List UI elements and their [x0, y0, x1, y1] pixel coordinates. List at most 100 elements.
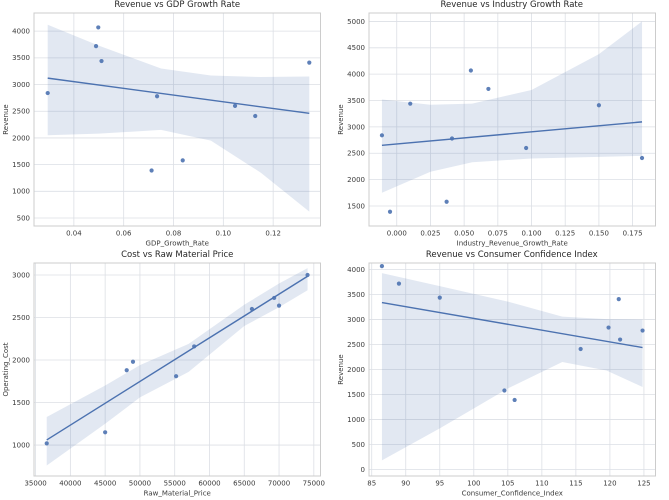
x-tick-label: 50000 — [129, 480, 151, 488]
scatter-point — [523, 145, 528, 151]
x-tick-label: 100 — [467, 480, 480, 488]
scatter-point — [379, 264, 384, 269]
scatter-point — [99, 58, 104, 64]
scatter-point — [407, 101, 412, 106]
scatter-point — [253, 113, 258, 119]
chart-title: Revenue vs Consumer Confidence Index — [425, 250, 598, 260]
x-tick-label: 115 — [569, 480, 582, 488]
axes-border — [368, 12, 656, 227]
scatter-point — [485, 86, 490, 92]
axes-border — [33, 262, 321, 477]
x-tick-label: 0.08 — [166, 230, 182, 238]
x-tick-label: 0.000 — [386, 230, 406, 238]
chart-svg-cost-vs-raw-material: 35000 40000 45000 50000 55000 60000 65000 70000… — [2, 262, 325, 498]
x-tick-label: 0.10 — [216, 230, 232, 238]
confidence-band — [381, 273, 643, 461]
scatter-point — [305, 272, 310, 278]
chart-title: Revenue vs Industry Growth Rate — [440, 0, 583, 10]
scatter-point — [616, 296, 621, 302]
x-axis-label: Consumer_Confidence_Index — [461, 490, 562, 498]
y-axis-label: Revenue — [337, 104, 345, 135]
x-tick-label: 95 — [435, 480, 444, 488]
x-tick-label: 65000 — [233, 480, 255, 488]
y-tick-label: 1000 — [347, 416, 365, 424]
subplot-revenue-vs-industry-growth-rate: 0.000 0.025 0.050 0.075 0.100 0.125 0.150 0.175… — [335, 0, 669, 250]
y-tick-label: 3500 — [347, 97, 365, 105]
x-axis-label: Industry_Revenue_Growth_Rate — [456, 240, 567, 248]
x-tick-label: 0.125 — [555, 230, 575, 238]
x-tick-label: 0.12 — [265, 230, 281, 238]
y-tick-label: 1000 — [12, 188, 30, 196]
y-tick-label: 2500 — [12, 314, 30, 322]
scatter-point — [93, 43, 99, 49]
x-axis-label: Raw_Material_Price — [144, 490, 211, 498]
y-tick-label: 4500 — [347, 44, 365, 52]
subplot-revenue-vs-gdp-growth-rate: 0.04 0.06 0.08 0.10 0.12 500 1000 1500 2000 2500 3… — [0, 0, 335, 250]
scatter-point — [578, 346, 583, 352]
x-tick-label: 105 — [501, 480, 514, 488]
y-tick-label: 3000 — [12, 271, 30, 279]
y-tick-label: 3000 — [347, 316, 365, 324]
y-tick-label: 0 — [360, 466, 364, 474]
scatter-point — [379, 133, 384, 138]
x-tick-label: 0.025 — [420, 230, 440, 238]
y-tick-label: 500 — [17, 214, 30, 222]
y-tick-label: 4000 — [347, 266, 365, 274]
x-tick-label: 40000 — [59, 480, 81, 488]
y-tick-label: 1000 — [12, 441, 30, 449]
chart-title: Cost vs Raw Material Price — [121, 250, 234, 260]
chart-svg-revenue-vs-consumer-confidence: 85 90 95 100 105 110 115 120 125 0 500 1000 1500 2000… — [337, 262, 656, 498]
x-tick-label: 35000 — [24, 480, 46, 488]
scatter-point — [103, 430, 108, 435]
scatter-point — [249, 306, 255, 312]
x-tick-label: 55000 — [164, 480, 186, 488]
scatter-point — [180, 158, 185, 163]
subplot-revenue-vs-consumer-confidence: 85 90 95 100 105 110 115 120 125 0 500 1000 1500 2000… — [335, 250, 669, 500]
axes-border — [33, 12, 321, 227]
y-tick-label: 3500 — [12, 54, 30, 62]
y-tick-label: 3500 — [347, 291, 365, 299]
scatter-point — [154, 94, 160, 99]
y-tick-label: 1500 — [347, 202, 365, 210]
regression-line — [381, 301, 643, 349]
scatter-point — [512, 397, 517, 403]
x-tick-label: 120 — [603, 480, 616, 488]
scatter-point — [449, 136, 454, 141]
x-tick-label: 0.100 — [521, 230, 541, 238]
y-tick-label: 500 — [351, 441, 364, 449]
confidence-band — [381, 21, 642, 193]
y-tick-label: 2000 — [347, 176, 365, 184]
scatter-point — [396, 281, 401, 286]
y-tick-label: 1500 — [12, 399, 30, 407]
axes-border — [368, 262, 656, 477]
scatter-point — [124, 368, 129, 373]
subplot-cost-vs-raw-material-price: 35000 40000 45000 50000 55000 60000 65000 70000… — [0, 250, 335, 500]
scatter-point — [437, 295, 442, 300]
y-tick-label: 2500 — [347, 150, 365, 158]
scatter-point — [232, 103, 238, 108]
scatter-point — [444, 199, 449, 204]
y-tick-label: 1500 — [347, 391, 365, 399]
y-axis-label: Revenue — [2, 104, 10, 135]
x-tick-label: 85 — [367, 480, 376, 488]
scatter-point — [276, 303, 282, 308]
scatter-point — [387, 209, 392, 214]
y-tick-label: 5000 — [347, 18, 365, 26]
confidence-band — [47, 24, 310, 212]
y-tick-label: 3000 — [347, 123, 365, 131]
chart-svg-revenue-vs-industry: 0.000 0.025 0.050 0.075 0.100 0.125 0.150 0.175… — [337, 12, 656, 248]
chart-svg-revenue-vs-gdp: 0.04 0.06 0.08 0.10 0.12 500 1000 1500 2000 2500 3… — [2, 12, 321, 248]
scatter-point — [96, 25, 101, 30]
x-tick-label: 70000 — [268, 480, 290, 488]
y-tick-label: 4000 — [12, 28, 30, 36]
y-tick-label: 2000 — [12, 356, 30, 364]
x-tick-label: 0.06 — [116, 230, 132, 238]
y-tick-label: 1500 — [12, 161, 30, 169]
y-tick-label: 2000 — [347, 366, 365, 374]
chart-title: Revenue vs GDP Growth Rate — [114, 0, 241, 10]
scatter-point — [192, 344, 197, 349]
y-axis-label: Operating_Cost — [2, 342, 10, 396]
scatter-point — [44, 441, 49, 446]
scatter-point — [639, 328, 645, 333]
